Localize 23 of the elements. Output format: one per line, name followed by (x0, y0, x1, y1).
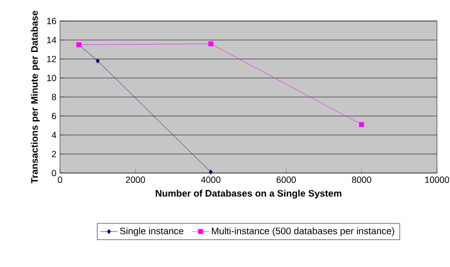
y-tick-label: 6 (52, 112, 56, 120)
point (96, 58, 100, 64)
x-axis-title: Number of Databases on a Single System (156, 190, 342, 199)
legend-label: Single instance (120, 227, 184, 236)
y-tick-label: 0 (52, 170, 56, 176)
x-tick-label: 6000 (276, 176, 296, 183)
x-tick-label: 4000 (201, 176, 220, 183)
x-tick-label: 0 (58, 176, 62, 183)
y-axis-title: Transactions per Minute per Database (30, 10, 40, 184)
y-tick-label: 4 (52, 132, 56, 138)
y-tick-label: 8 (52, 94, 56, 100)
x-tick-label: 10000 (425, 176, 450, 183)
legend-label: Multi-instance (500 databases per instance) (212, 227, 394, 236)
point (208, 170, 213, 175)
y-tick-label: 14 (47, 36, 56, 44)
point (208, 41, 214, 46)
x-tick-label: 8000 (352, 176, 372, 183)
y-tick-label: 10 (47, 74, 56, 82)
y-tick-label: 2 (52, 150, 56, 158)
y-tick-label: 12 (47, 56, 56, 62)
y-tick-label: 16 (47, 18, 56, 24)
x-tick-label: 2000 (126, 176, 146, 183)
point (359, 122, 364, 128)
